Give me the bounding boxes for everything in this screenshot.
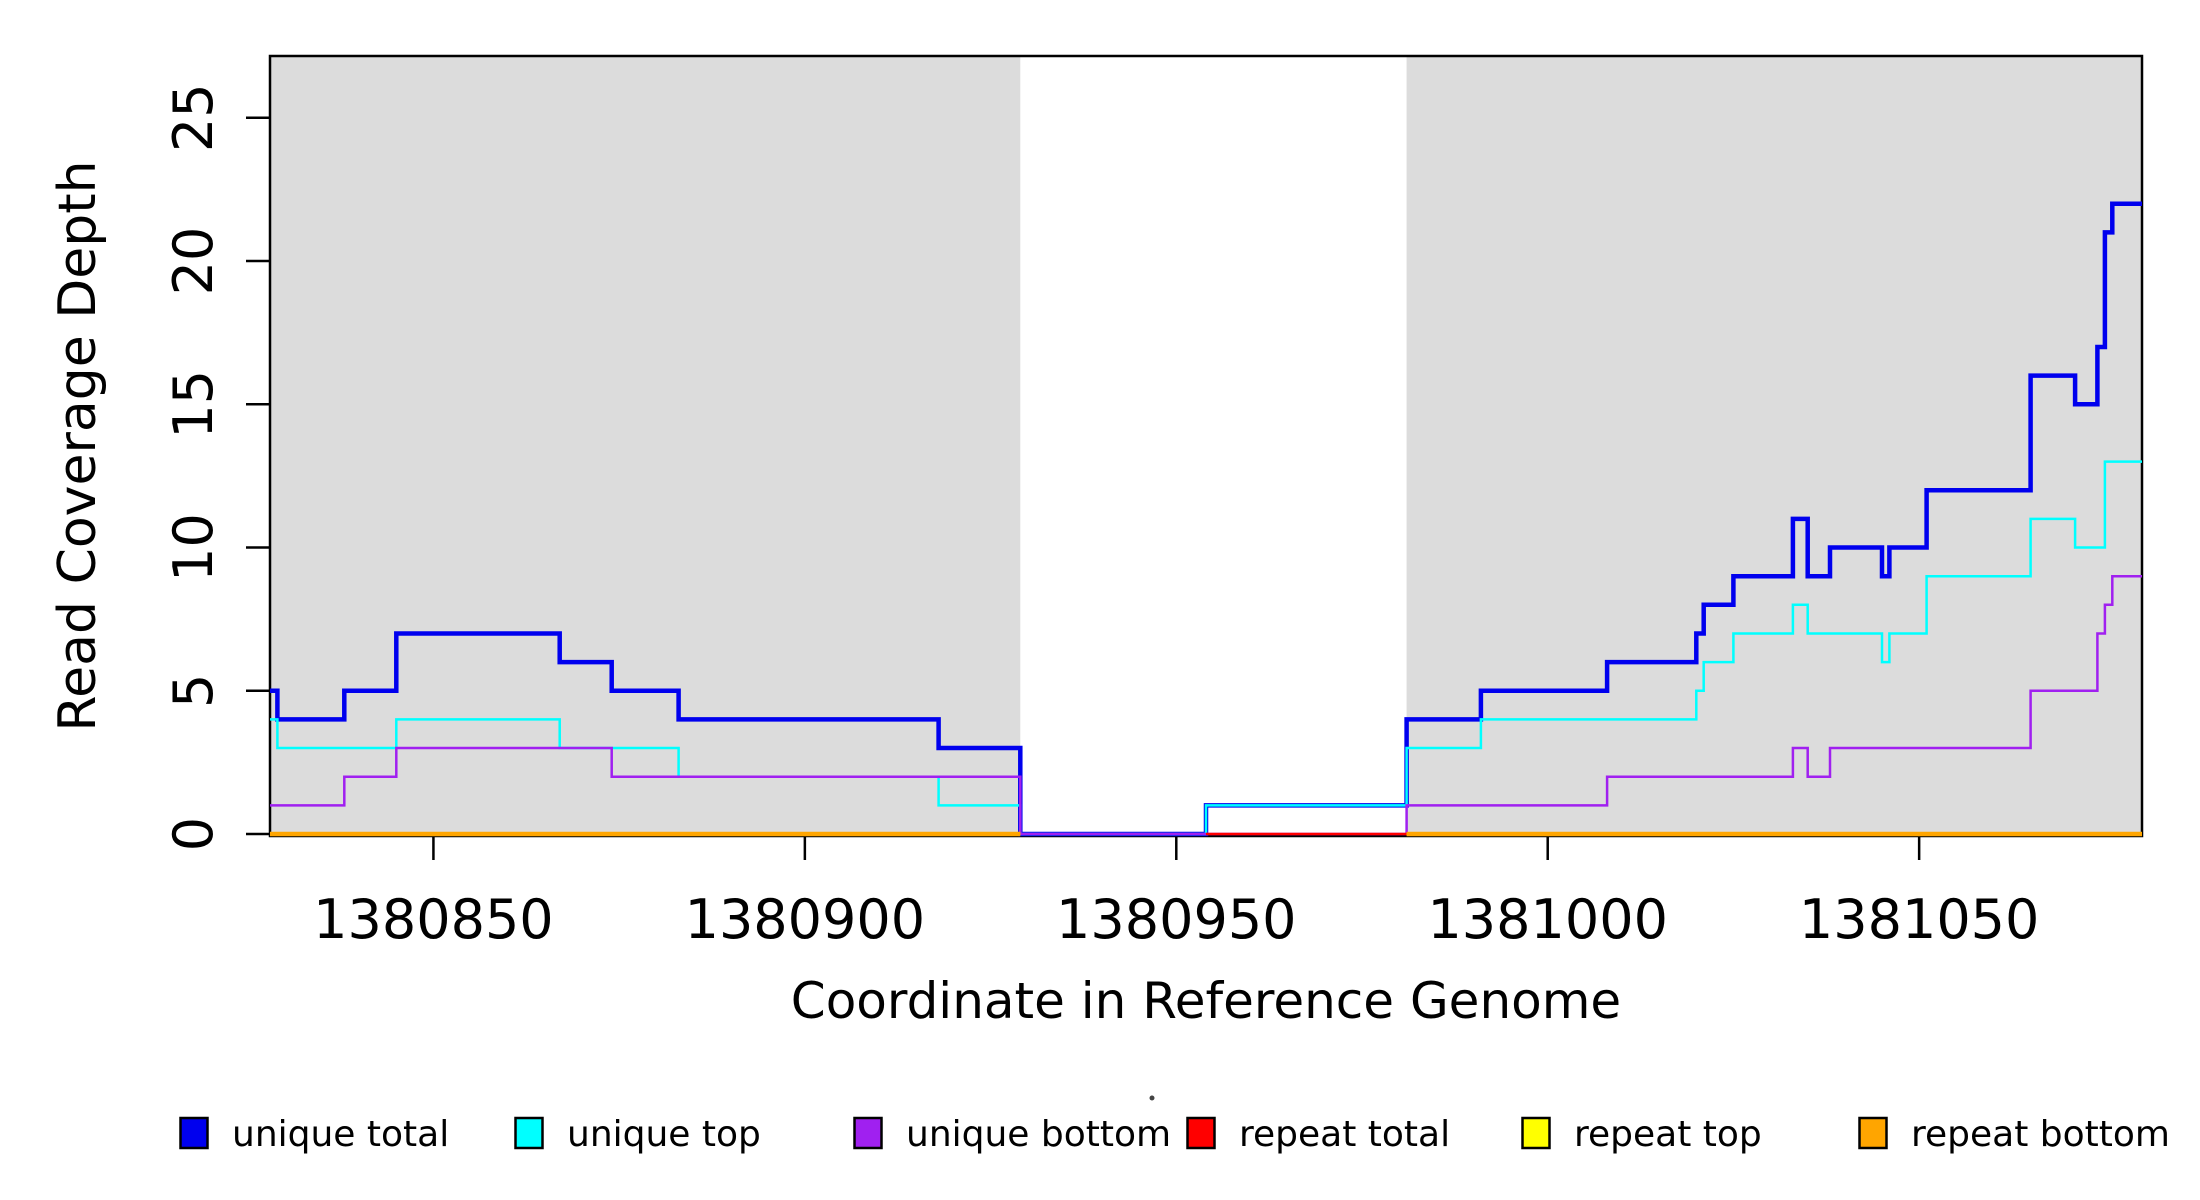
legend-swatch-repeat-total xyxy=(1186,1116,1216,1150)
x-tick-label: 1380850 xyxy=(313,888,554,951)
legend-swatch-unique-total xyxy=(179,1116,209,1150)
y-tick-label: 0 xyxy=(162,817,225,851)
masked-region-shading-0 xyxy=(270,57,1021,835)
stray-dot xyxy=(1149,1095,1155,1101)
series-unique-bottom xyxy=(270,574,2142,836)
y-axis-title: Read Coverage Depth xyxy=(48,160,108,732)
y-tick-label: 5 xyxy=(162,674,225,708)
y-tick-label: 10 xyxy=(162,513,225,582)
legend-label-unique-bottom: unique bottom xyxy=(906,1114,1171,1155)
y-tick-label: 25 xyxy=(162,83,225,152)
series-unique-top xyxy=(270,460,2142,836)
x-axis-title: Coordinate in Reference Genome xyxy=(790,972,1622,1030)
legend-label-unique-top: unique top xyxy=(567,1114,761,1155)
legend-swatch-repeat-top xyxy=(1521,1116,1551,1150)
x-tick-label: 1381000 xyxy=(1427,888,1668,951)
masked-region-shading-1 xyxy=(1406,57,2142,835)
legend-label-repeat-top: repeat top xyxy=(1574,1114,1762,1155)
series-unique-total xyxy=(270,201,2142,837)
y-tick-label: 20 xyxy=(162,227,225,296)
x-tick-label: 1380950 xyxy=(1056,888,1297,951)
legend-swatch-unique-bottom xyxy=(853,1116,883,1150)
legend-swatch-unique-top xyxy=(514,1116,544,1150)
legend-label-repeat-total: repeat total xyxy=(1239,1114,1450,1155)
x-tick-label: 1381050 xyxy=(1799,888,2040,951)
x-tick-label: 1380900 xyxy=(685,888,926,951)
legend-swatch-repeat-bottom xyxy=(1858,1116,1888,1150)
legend-label-unique-total: unique total xyxy=(232,1114,449,1155)
legend-label-repeat-bottom: repeat bottom xyxy=(1911,1114,2170,1155)
y-tick-label: 15 xyxy=(162,370,225,439)
